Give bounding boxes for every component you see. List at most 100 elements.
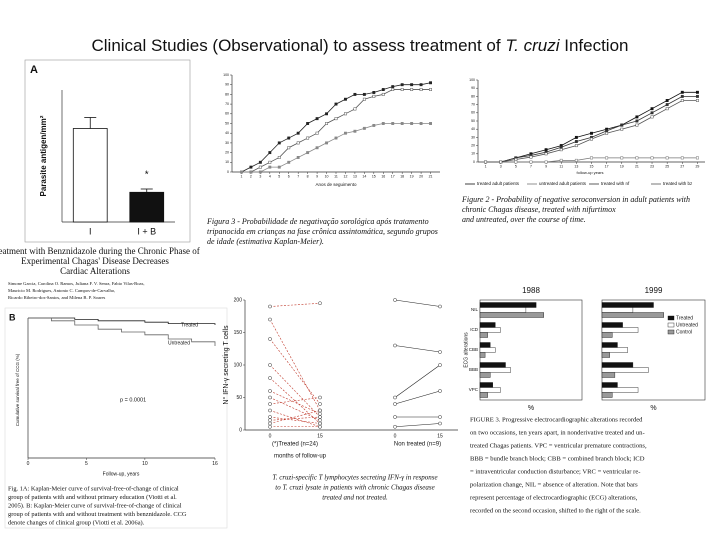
slide-title: Clinical Studies (Observational) to asse… [91,36,628,55]
point [393,402,397,406]
point [318,402,322,406]
y-tick-label: 60 [471,111,475,115]
x-tick-label: 17 [605,165,609,169]
point [344,131,347,135]
pair-line [394,345,441,353]
caption-line: group of patients with and without treat… [8,511,187,518]
caption-line: Figure 2 - Probability of negative seroc… [461,195,690,204]
bar [601,302,654,308]
point [391,88,395,91]
point [605,156,609,160]
point [306,122,310,125]
pair-line [269,397,321,421]
caption-line: treated and not treated. [322,494,388,502]
y-tick-label: 10 [225,160,229,164]
group-label: (*)Treated (n=24) [272,442,318,448]
point [353,129,357,133]
bar [479,382,493,388]
y-tick-label: 80 [471,94,475,98]
point [590,156,593,160]
point [574,144,578,148]
point [315,131,319,135]
pair-line [269,377,321,424]
x-tick-label: 5 [278,175,280,179]
bar [601,342,618,348]
point [362,97,366,101]
point [529,155,533,159]
point [695,99,699,102]
x-tick-label: 9 [545,165,547,169]
panel-title: 1988 [522,286,540,295]
point [277,156,281,159]
point [296,131,300,135]
caption-line: on two occasions, ten years apart, in no… [470,430,645,437]
caption-line: = intraventricular conduction disturbanc… [470,469,640,476]
y-tick-label: 90 [225,83,229,87]
x-tick-label: 29 [695,165,699,169]
point [650,111,654,115]
point [620,127,624,131]
pair-line [269,416,321,421]
caption-line: Figura 3 - Probabilidade de negativação … [206,217,429,226]
point [650,156,654,160]
x-tick-label: 4 [269,175,271,179]
caption-line: Experimental Chagas' Disease Decreases [21,256,169,266]
y-tick-label: 150 [234,330,243,336]
figure-frame [24,59,191,243]
legend-label: untreated adult patients [539,181,587,186]
point [334,136,338,140]
point [318,421,322,426]
point [334,102,338,106]
x-tick-label: 9 [316,175,318,179]
point [605,131,609,135]
caption-line: polarization change, NIL = absence of al… [470,482,638,489]
bar [601,307,634,313]
y-tick-label: 200 [234,297,243,303]
x-tick-label: 16 [381,175,385,179]
bar [479,332,488,338]
point [635,156,639,160]
point [635,119,639,123]
pair-line [269,364,321,418]
bar [479,307,527,313]
y-tick-label: 50 [236,395,242,401]
y-tick-label: VPC [469,387,479,392]
caption-line: Fig. 1A: Kaplan-Meier curve of survival-… [8,485,179,492]
point [381,92,385,96]
y-tick-label: 60 [225,112,229,116]
point [410,122,414,125]
y-tick-label: ICD [470,327,479,332]
y-tick-label: 50 [471,119,475,123]
point [268,151,272,155]
point [318,424,322,429]
pair-line [394,423,441,428]
point [429,88,432,91]
x-axis-label: % [528,405,534,412]
y-tick-label: 0 [239,427,242,433]
point [393,415,397,419]
legend-label: treated with bz [663,181,693,186]
caption-line: to T. cruzi lysate in patients with chro… [275,484,434,492]
pair-line [269,410,321,424]
bar [479,312,544,318]
caption-line: recorded on the second occasion, shifted… [470,508,641,515]
point [695,94,699,98]
y-tick-label: NIL [471,307,479,312]
caption-line: represent percentage of electrocardiogra… [470,495,638,502]
bar [601,347,628,353]
point [391,85,395,89]
point [258,170,262,174]
pair-line [394,364,441,398]
point [438,363,442,367]
point [410,83,414,87]
y-tick-label: 40 [225,131,229,135]
x-axis-label: months of follow-up [274,454,327,460]
point [362,126,366,130]
x-tick-label: 12 [344,175,348,179]
point [650,107,654,111]
point [318,415,322,419]
point [353,107,357,111]
point [381,88,385,91]
y-tick-label: 10 [471,152,475,156]
point [529,160,533,164]
